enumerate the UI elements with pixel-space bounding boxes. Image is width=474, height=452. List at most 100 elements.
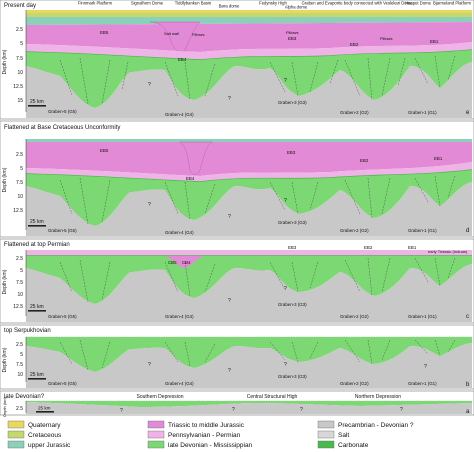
- panel-tag: b: [466, 382, 470, 388]
- question-mark: ?: [148, 82, 151, 88]
- basin-label: Graben-4 (G4): [165, 230, 194, 235]
- question-mark: ?: [284, 362, 287, 368]
- feature-label: EB2: [350, 42, 359, 47]
- jurassic-layer: [26, 17, 472, 25]
- y-tick-label: 15: [17, 98, 23, 104]
- question-marks: ? ? ? ?: [120, 407, 403, 414]
- feature-label: Salt wall: [164, 31, 179, 36]
- question-mark: ?: [284, 198, 287, 204]
- panel-tag: e: [466, 110, 470, 116]
- y-tick-label: 5: [20, 352, 23, 358]
- question-mark: ?: [232, 407, 235, 413]
- question-mark: ?: [400, 407, 403, 413]
- triassic-layer: [26, 142, 472, 176]
- y-axis-label: Depth (km): [2, 269, 8, 294]
- y-tick-label: 5: [20, 166, 23, 172]
- legend-label: late Devonian - Mississippian: [168, 442, 253, 449]
- basin-label: Graben-3 (G3): [278, 220, 307, 225]
- y-tick-label: 2.5: [16, 27, 23, 33]
- legend-label: upper Jurassic: [28, 442, 71, 449]
- scale-label: 25 km: [30, 219, 44, 225]
- y-tick-label: 10: [17, 372, 23, 378]
- panel-tag: a: [466, 409, 470, 415]
- basin-label: Graben-1 (G1): [408, 110, 437, 115]
- legend-item: Carbonate: [317, 440, 369, 449]
- legend-label: Salt: [338, 432, 349, 439]
- legend-item: Triassic to middle Jurassic: [147, 420, 245, 429]
- header-label: Signalhorn Dome: [131, 1, 164, 6]
- question-mark: ?: [228, 96, 231, 102]
- basin-label: Graben-5 (G5): [48, 314, 77, 319]
- scale-label: 25 km: [30, 99, 44, 105]
- fault-lines: [59, 257, 456, 303]
- y-tick-label: 5: [20, 268, 23, 274]
- basin-label: Graben-4 (G4): [165, 381, 194, 386]
- devonian-mississippian-fill: [26, 337, 472, 372]
- region-label: Central Structural High: [247, 394, 298, 400]
- scale-bar: [36, 411, 54, 413]
- feature-label: EB3: [288, 245, 297, 250]
- question-mark: ?: [148, 202, 151, 208]
- feature-label: early Triassic (Induan): [428, 249, 468, 254]
- basement-fill: [26, 264, 472, 322]
- question-mark: ?: [284, 78, 287, 84]
- fault-lines: [59, 339, 456, 371]
- feature-label: EB1: [408, 245, 417, 250]
- salt-pillow: [179, 141, 213, 175]
- basin-label: Graben-3 (G3): [278, 302, 307, 307]
- scale-label: 25 km: [30, 304, 44, 310]
- feature-label: CB4: [182, 260, 191, 265]
- devonian-mississippian-fill: [26, 256, 472, 304]
- fault-lines: [59, 55, 456, 105]
- permian-layer: [26, 42, 472, 60]
- panel-e: Present day Finnmark Platform Signalhorn…: [0, 0, 474, 120]
- question-mark: ?: [228, 368, 231, 374]
- header-label: Bjarmeland Platform: [433, 1, 471, 6]
- y-tick-label: 12.5: [13, 304, 23, 310]
- header-label: Haapet Dome: [405, 1, 432, 6]
- region-label: Southern Depression: [137, 394, 184, 400]
- panel-a: late Devonian? Southern Depression Centr…: [0, 390, 474, 417]
- y-tick-label: 7.5: [16, 362, 23, 368]
- legend-item: Precambrian - Devonian ?: [317, 420, 414, 429]
- y-tick-label: 2.5: [16, 342, 23, 348]
- basin-label: Graben-2 (G2): [340, 381, 369, 386]
- legend-item: Quaternary: [7, 420, 61, 429]
- panel-title: late Devonian?: [4, 394, 45, 400]
- question-mark: ?: [228, 298, 231, 304]
- header-label: Alpha dome: [285, 5, 308, 10]
- feature-label: EB2: [364, 245, 373, 250]
- basement-fill: [26, 343, 472, 388]
- legend-swatch: [7, 430, 25, 439]
- feature-label: EB2: [360, 158, 369, 163]
- feature-label: Pillows: [286, 30, 298, 35]
- basement-fill: [26, 182, 472, 236]
- legend-swatch: [317, 440, 335, 449]
- scale-label: 25 km: [30, 372, 44, 378]
- legend-item: upper Jurassic: [7, 440, 71, 449]
- question-mark: ?: [228, 214, 231, 220]
- scale-label: 25 km: [38, 406, 51, 411]
- panel-tag: c: [466, 314, 469, 320]
- feature-label: EB5: [100, 148, 109, 153]
- legend-swatch: [147, 420, 165, 429]
- legend-swatch: [317, 430, 335, 439]
- basin-label: Graben-3 (G3): [278, 374, 307, 379]
- y-tick-label: 10: [17, 70, 23, 76]
- feature-label: EB3: [287, 150, 296, 155]
- scale-bar: [28, 105, 46, 107]
- legend-swatch: [7, 440, 25, 449]
- basin-label: Graben-1 (G1): [408, 381, 437, 386]
- legend-swatch: [147, 440, 165, 449]
- header-label: Børa dome: [219, 4, 240, 9]
- feature-label: Pillows: [192, 32, 204, 37]
- feature-label: EB4: [186, 176, 195, 181]
- header-label: Tiddlybanken Basin: [175, 1, 212, 6]
- panel-title: top Serpukhovian: [4, 328, 51, 334]
- y-tick-label: 7.5: [16, 56, 23, 62]
- basement-fill: [26, 402, 472, 414]
- basin-label: Graben-4 (G4): [165, 314, 194, 319]
- basin-label: Graben-2 (G2): [340, 110, 369, 115]
